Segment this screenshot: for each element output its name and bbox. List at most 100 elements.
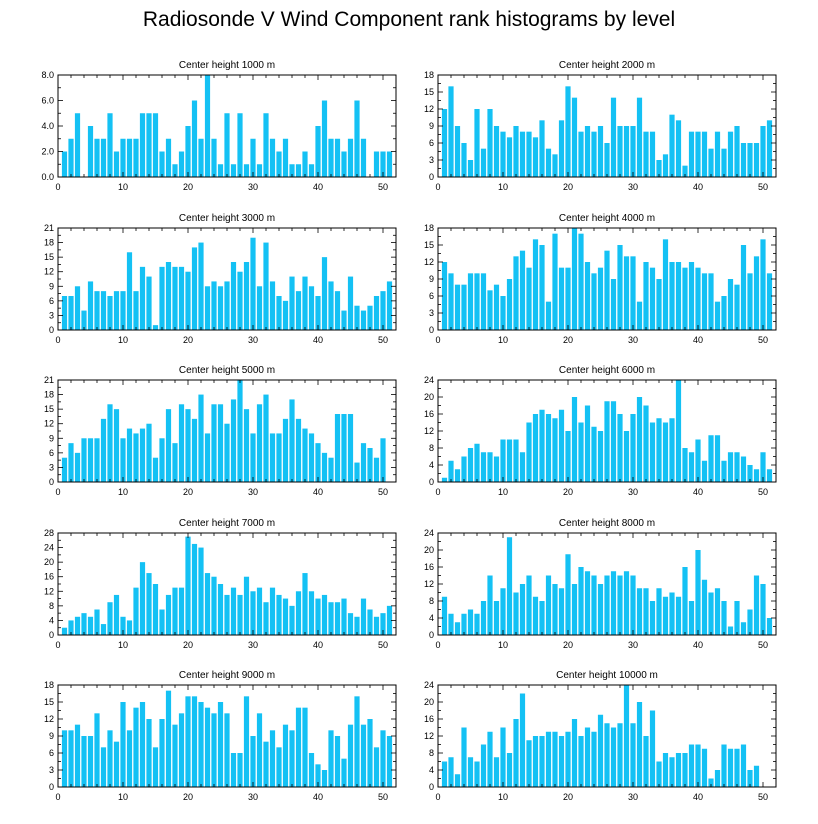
bar [380, 151, 386, 177]
bar [753, 256, 760, 330]
bar [571, 228, 578, 330]
bar [695, 439, 701, 482]
y-tick-label: 16 [44, 572, 54, 582]
panel-title: Center height 3000 m [179, 213, 275, 224]
bar [474, 613, 480, 635]
bar [243, 262, 250, 330]
panel-title: Center height 8000 m [559, 518, 655, 529]
y-tick-label: 4 [429, 460, 434, 470]
y-tick-label: 8 [429, 596, 434, 606]
bar [237, 271, 243, 330]
bar [295, 591, 302, 635]
bar [610, 727, 617, 787]
bar [198, 702, 204, 787]
x-tick-label: 40 [693, 640, 703, 650]
bar [766, 120, 773, 177]
bar [760, 452, 766, 482]
bar [204, 433, 211, 482]
bar [347, 276, 354, 330]
bar [360, 138, 367, 177]
bar [649, 422, 656, 482]
bar [152, 457, 159, 482]
bar [500, 439, 506, 482]
y-tick-label: 20 [424, 697, 434, 707]
bar [682, 267, 688, 330]
y-tick-label: 15 [44, 697, 54, 707]
bar [552, 418, 558, 482]
bar [302, 151, 308, 177]
bar [610, 279, 617, 330]
x-tick-label: 50 [758, 487, 768, 497]
bar [139, 562, 146, 635]
x-tick-label: 40 [313, 487, 323, 497]
bar [740, 622, 747, 635]
y-tick-label: 15 [44, 252, 54, 262]
bar [256, 587, 263, 635]
bar [506, 537, 513, 635]
bar [237, 753, 243, 787]
bar [760, 126, 766, 177]
bar [139, 113, 146, 177]
x-tick-label: 10 [118, 335, 128, 345]
bar [321, 770, 328, 787]
y-tick-label: 0 [429, 325, 434, 335]
bar [204, 573, 211, 635]
bar [656, 761, 662, 787]
bar [68, 443, 74, 482]
bar [367, 609, 373, 635]
bar [695, 131, 701, 177]
bar [506, 439, 513, 482]
bar [623, 571, 630, 635]
bar [552, 154, 558, 177]
y-tick-label: 12 [44, 267, 54, 277]
bar [211, 713, 217, 787]
bar [571, 719, 578, 787]
bar [500, 727, 506, 787]
bar [354, 462, 360, 482]
bar [727, 279, 734, 330]
bar [146, 113, 152, 177]
bar [532, 137, 539, 177]
bar [334, 414, 341, 482]
bar [734, 452, 740, 482]
bar [448, 460, 454, 482]
bar [347, 414, 354, 482]
bar [630, 575, 636, 635]
bar [250, 237, 256, 330]
bar [441, 596, 448, 635]
panel-title: Center height 4000 m [559, 213, 655, 224]
bar [454, 284, 461, 330]
figure-title: Radiosonde V Wind Component rank histogr… [142, 8, 676, 31]
x-tick-label: 50 [378, 640, 388, 650]
x-tick-label: 30 [248, 792, 258, 802]
bar [334, 291, 341, 330]
bar [721, 460, 727, 482]
bar [493, 456, 500, 482]
bar [513, 439, 519, 482]
bar [126, 252, 133, 330]
bar [753, 469, 760, 482]
bar [100, 418, 107, 482]
bar [487, 109, 493, 177]
x-tick-label: 50 [758, 792, 768, 802]
bar [474, 109, 480, 177]
bar [656, 279, 662, 330]
x-tick-label: 10 [498, 640, 508, 650]
bar [493, 601, 500, 635]
bar [263, 394, 269, 482]
bar [120, 291, 126, 330]
x-tick-label: 10 [498, 335, 508, 345]
panel-title: Center height 7000 m [179, 518, 275, 529]
bar [662, 753, 669, 787]
bar [165, 409, 172, 482]
bar [282, 138, 289, 177]
x-tick-label: 20 [563, 182, 573, 192]
bar [100, 138, 107, 177]
panel-6: Center height 6000 m 0 10 20 30 40 50 0 4 8 12 16 20… [424, 365, 777, 497]
bar [480, 148, 487, 177]
y-tick-label: 12 [424, 579, 434, 589]
y-tick-label: 21 [44, 375, 54, 385]
x-tick-label: 20 [563, 792, 573, 802]
x-tick-label: 40 [693, 335, 703, 345]
bar [354, 100, 360, 177]
